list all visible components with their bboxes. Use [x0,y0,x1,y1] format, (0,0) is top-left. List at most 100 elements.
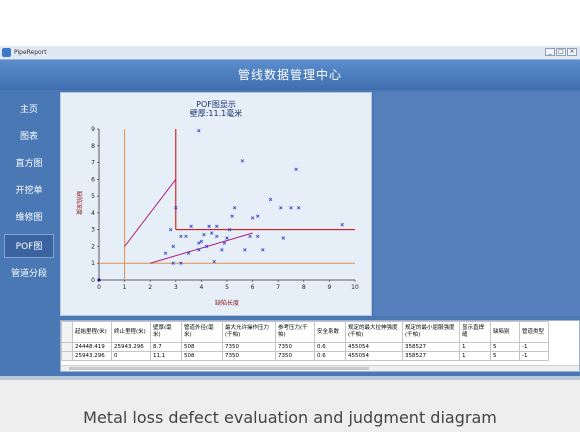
data-point [97,278,101,282]
reference-line [124,179,177,247]
table-cell: 0 [111,351,151,361]
x-tick-label: 5 [225,284,229,291]
column-header[interactable]: 管道类型 [519,321,549,343]
column-header[interactable]: 最大允许操作压力(千帕) [222,321,276,343]
sidebar: 主页 图表 直方图 开挖单 维修图 POF图 管道分段 [0,90,58,376]
y-tick-label: 3 [91,227,95,234]
table-cell: 7350 [222,342,276,352]
data-point [215,224,219,228]
row-header[interactable] [61,351,73,361]
top-margin [0,0,580,46]
y-tick-label: 8 [91,143,95,150]
data-point [189,224,193,228]
column-header[interactable]: 安全系数 [314,321,346,343]
plot-area: 0 1 2 3 4 5 6 7 8 9 10 0 1 2 3 4 5 6 7 8 9 [91,126,359,291]
sidebar-item-repair[interactable]: 维修图 [15,213,43,223]
data-point [207,224,211,228]
data-point [174,206,178,210]
app-icon [2,48,11,57]
column-header[interactable]: 壁厚(毫米) [150,321,182,343]
close-icon[interactable]: × [567,48,577,56]
sidebar-item-segments[interactable]: 管道分段 [10,269,47,279]
y-tick-label: 1 [91,260,95,267]
table-cell: 1 [459,351,491,361]
data-point [222,241,227,245]
data-point [179,234,183,239]
image-caption: Metal loss defect evaluation and judgmen… [83,408,497,427]
data-point [279,206,283,210]
x-tick-label: 9 [327,284,331,291]
table-cell: 455054 [345,351,403,361]
table-cell: 1 [459,342,491,352]
window-titlebar: PipeReport _ □ × [0,46,580,60]
data-point [199,239,204,244]
data-grid: 起始里程(米) 终止里程(米) 壁厚(毫米) 管道外径(毫米) 最大允许操作压力… [61,321,549,361]
data-point [163,251,168,255]
table-cell: 24448.419 [72,342,112,352]
data-point [240,159,245,163]
x-tick-label: 10 [351,284,359,291]
column-header[interactable]: 管道外径(毫米) [181,321,223,343]
scrollbar-thumb[interactable] [69,367,369,370]
sidebar-item-excavation[interactable]: 开挖单 [15,186,43,196]
data-point [220,248,224,252]
y-tick-label: 0 [91,277,95,284]
table-cell: 8.7 [150,342,182,352]
data-point [168,227,173,232]
minimize-icon[interactable]: _ [545,48,555,56]
window-title: PipeReport [14,49,47,56]
table-cell: 358527 [402,342,460,352]
row-header[interactable] [61,342,73,352]
data-point [256,214,260,218]
sidebar-item-pof[interactable]: POF图 [4,234,54,258]
column-header[interactable]: 终止里程(米) [111,321,151,343]
chart-subtitle: 壁厚:11.1毫米 [190,108,243,118]
maximize-icon[interactable]: □ [556,48,566,56]
y-axis-label: 缺陷深度 [75,191,83,215]
sidebar-item-charts[interactable]: 图表 [19,132,38,142]
data-point [209,231,214,235]
data-point [197,128,201,133]
table-cell: 7350 [275,351,315,361]
table-cell: 358527 [402,351,460,361]
column-header[interactable]: 规定的最大拉伸强度(千帕) [345,321,403,343]
table-cell: 25943.296 [72,351,112,361]
column-header[interactable]: 显示直焊缝 [459,321,491,343]
column-header[interactable]: 规定的最小屈服强度(千帕) [402,321,460,343]
column-header[interactable]: 缺陷别 [490,321,520,343]
data-point [225,236,229,240]
table-row[interactable]: 24448.419 25943.296 8.7 508 7350 7350 0.… [61,342,549,352]
table-cell: 0.6 [314,351,346,361]
data-point [197,248,201,252]
table-cell: 508 [181,351,223,361]
table-cell: 25943.296 [111,342,151,352]
table-cell: 508 [181,342,223,352]
x-tick-label: 4 [199,284,203,291]
table-cell: 5 [490,351,520,361]
sidebar-item-home[interactable]: 主页 [19,105,38,115]
data-point [230,214,234,218]
y-tick-label: 5 [91,193,95,200]
y-tick-label: 6 [91,176,95,183]
table-header-row: 起始里程(米) 终止里程(米) 壁厚(毫米) 管道外径(毫米) 最大允许操作压力… [61,321,549,343]
table-cell: 7350 [275,342,315,352]
y-tick-label: 7 [91,160,95,167]
data-point [294,167,298,171]
horizontal-scrollbar[interactable] [61,365,579,371]
x-tick-label: 1 [123,284,127,291]
header-title: 管线数据管理中心 [237,68,342,82]
table-cell: 7350 [222,351,276,361]
table-cell: 455054 [345,342,403,352]
sidebar-item-histogram[interactable]: 直方图 [15,159,43,169]
chart-title: POF图显示 [196,100,236,109]
app-window: PipeReport _ □ × 管线数据管理中心 主页 图表 直方图 开挖单 … [0,46,580,376]
column-header[interactable]: 参考压力(千帕) [275,321,315,343]
column-header[interactable]: 起始里程(米) [72,321,112,343]
x-tick-label: 0 [97,284,101,291]
window-bottom-edge [0,376,580,380]
table-row[interactable]: 25943.296 0 11.1 508 7350 7350 0.6 45505… [61,351,549,361]
pof-chart-panel: POF图显示 壁厚:11.1毫米 0 1 2 3 4 5 6 7 8 9 10 0 1 2 3 4 5 6 7 8 9 … [60,92,372,316]
data-point [186,251,191,255]
defect-table: 起始里程(米) 终止里程(米) 壁厚(毫米) 管道外径(毫米) 最大允许操作压力… [60,320,580,372]
app-header: 管线数据管理中心 [0,60,580,90]
